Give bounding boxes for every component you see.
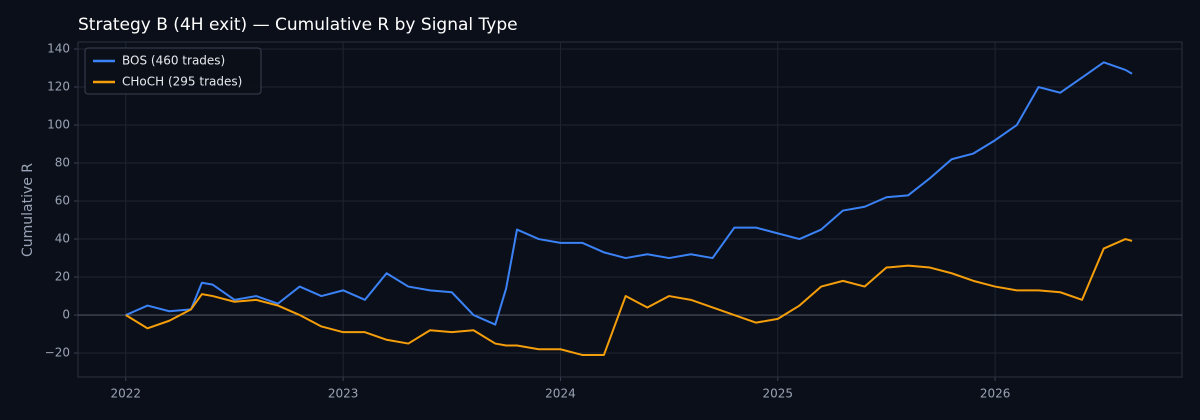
x-tick-label: 2022: [111, 387, 142, 401]
y-tick-label: 0: [62, 308, 70, 322]
y-tick-label: 80: [55, 156, 70, 170]
x-tick-label: 2026: [980, 387, 1011, 401]
y-tick-label: 40: [55, 232, 70, 246]
y-tick-label: 60: [55, 194, 70, 208]
legend-label: BOS (460 trades): [122, 54, 225, 68]
legend-box: [84, 47, 262, 95]
y-tick-label: 20: [55, 270, 70, 284]
legend-label: CHoCH (295 trades): [122, 75, 242, 89]
y-tick-label: −20: [45, 346, 70, 360]
y-tick-label: 100: [47, 118, 70, 132]
chart-title: Strategy B (4H exit) — Cumulative R by S…: [78, 15, 518, 35]
series-line: [125, 61, 1133, 326]
x-tick-label: 2024: [545, 387, 576, 401]
series-line: [125, 238, 1133, 356]
plot-frame: [77, 41, 1183, 378]
x-tick-label: 2025: [763, 387, 794, 401]
y-axis-label: Cumulative R: [20, 163, 36, 257]
y-tick-label: 120: [47, 80, 70, 94]
y-tick-label: 140: [47, 42, 70, 56]
x-tick-label: 2023: [328, 387, 359, 401]
